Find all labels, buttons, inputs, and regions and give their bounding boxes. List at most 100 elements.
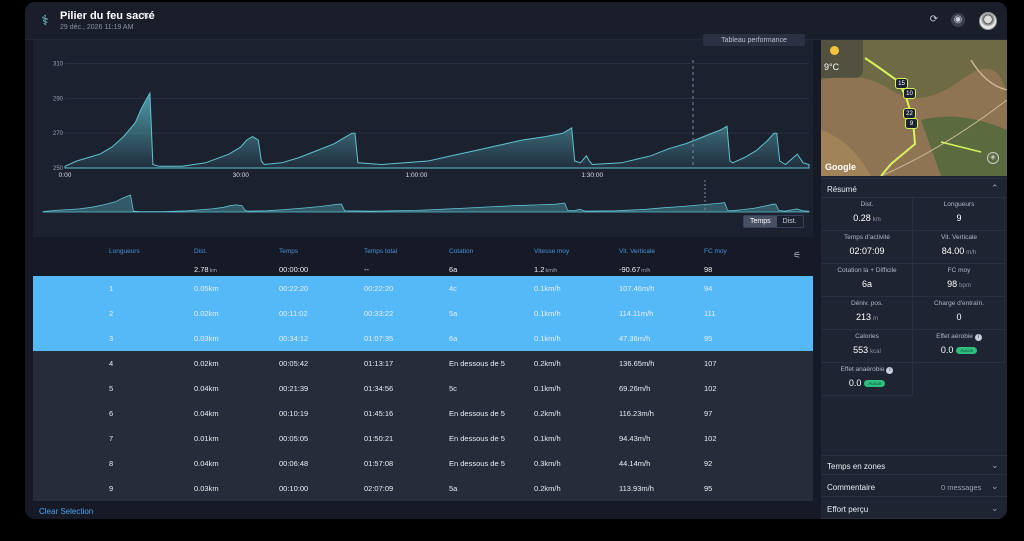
table-row[interactable]: 6 0.04km 00:10:19 01:45:16 En dessous de 5 0.… bbox=[33, 401, 813, 426]
overview-series-area bbox=[42, 194, 810, 213]
table-cell: En dessous de 5 bbox=[449, 409, 505, 418]
total-vertical-speed: -90.67m/h bbox=[619, 265, 651, 274]
col-header[interactable]: FC moy bbox=[704, 248, 727, 255]
table-cell: 5a bbox=[449, 309, 458, 318]
stat-label: Vit. Verticale bbox=[940, 234, 977, 241]
lap-marker[interactable]: 10 bbox=[903, 88, 916, 99]
table-cell: 00:06:48 bbox=[279, 459, 309, 468]
altitude-chart[interactable]: 310 290 270 250 0:00 30:00 1:00:00 1:30:00 bbox=[33, 40, 813, 237]
table-row[interactable]: 9 0.03km 00:10:00 02:07:09 5a 0.2km/h 113.93m/… bbox=[33, 476, 813, 501]
table-cell: 107 bbox=[704, 359, 717, 368]
info-icon[interactable]: i bbox=[974, 334, 982, 341]
table-cell: 00:21:39 bbox=[279, 384, 309, 393]
table-cell: 136.65m/h bbox=[619, 359, 655, 368]
table-row[interactable]: 8 0.04km 00:06:48 01:57:08 En dessous de 5 0.… bbox=[33, 451, 813, 476]
stat-tile: Temps d'activité 02:07:09 bbox=[821, 231, 913, 264]
table-cell: 97 bbox=[704, 409, 713, 418]
stat-label: Cotation la + Difficile bbox=[837, 267, 897, 274]
stat-tile: Calories 553 kcal bbox=[821, 330, 913, 363]
chevron-down-icon: ⌄ bbox=[991, 460, 999, 470]
top-bar: ⚕ Pilier du feu sacré ✎ 29 déc., 2026 11… bbox=[25, 2, 1007, 40]
table-row[interactable]: 3 0.03km 00:34:12 01:07:35 6a 0.1km/h 47.36m/h… bbox=[33, 326, 813, 351]
table-cell: 95 bbox=[704, 334, 713, 343]
table-cell: 0.02km bbox=[194, 309, 219, 318]
axis-toggle[interactable]: Temps Dist. bbox=[743, 215, 804, 228]
col-header[interactable]: Dist. bbox=[194, 248, 207, 255]
section-perceived-effort[interactable]: Effort perçu ⌄ bbox=[821, 499, 1007, 519]
layers-icon[interactable]: ◈ bbox=[987, 152, 999, 164]
table-row[interactable]: 4 0.02km 00:05:42 01:13:17 En dessous de 5 0.… bbox=[33, 351, 813, 376]
table-header: Longueurs Dist. Temps Temps total Cotati… bbox=[33, 242, 813, 260]
col-header[interactable]: Temps total bbox=[364, 248, 398, 255]
table-cell: 113.93m/h bbox=[619, 484, 654, 493]
table-cell: 4c bbox=[449, 284, 457, 293]
table-cell: 47.36m/h bbox=[619, 334, 651, 343]
table-cell: 0.05km bbox=[194, 284, 219, 293]
table-row[interactable]: 5 0.04km 00:21:39 01:34:56 5c 0.1km/h 69.26m/h… bbox=[33, 376, 813, 401]
toggle-time[interactable]: Temps bbox=[744, 216, 777, 227]
section-comment[interactable]: Commentaire 0 messages ⌄ bbox=[821, 477, 1007, 497]
col-header[interactable]: Temps bbox=[279, 248, 299, 255]
summary-header[interactable]: Résumé ⌃ bbox=[821, 178, 1007, 198]
y-tick-label: 290 bbox=[53, 96, 64, 102]
table-cell: 6 bbox=[109, 409, 114, 418]
total-total-time: -- bbox=[364, 265, 369, 274]
total-dist: 2.78km bbox=[194, 265, 217, 274]
table-cell: 3 bbox=[109, 334, 114, 343]
x-tick-label: 0:00 bbox=[59, 172, 72, 179]
table-row[interactable]: 1 0.05km 00:22:20 00:22:20 4c 0.1km/h 107.46m/… bbox=[33, 276, 813, 301]
table-row[interactable]: 2 0.02km 00:11:02 00:33:22 5a 0.1km/h 114.11m/… bbox=[33, 301, 813, 326]
route-map[interactable]: 9°C 15 10 22 9 Google ◈ bbox=[821, 40, 1007, 176]
effect-badge: Aucun bbox=[956, 347, 978, 355]
total-speed: 1.2km/h bbox=[534, 265, 558, 274]
stat-tile: Vit. Verticale 84.00 m/h bbox=[913, 231, 1005, 264]
avatar[interactable] bbox=[979, 12, 997, 30]
watch-icon[interactable]: ◉ bbox=[951, 13, 965, 27]
table-cell: 0.1km/h bbox=[534, 434, 561, 443]
stat-tile: Longueurs 9 bbox=[913, 198, 1005, 231]
table-cell: 102 bbox=[704, 384, 717, 393]
stat-value: 553 kcal bbox=[853, 345, 881, 355]
table-cell: 5a bbox=[449, 484, 458, 493]
lap-marker[interactable]: 15 bbox=[895, 78, 908, 89]
lap-marker[interactable]: 9 bbox=[905, 118, 918, 129]
performance-table-button[interactable]: Tableau performance bbox=[703, 34, 805, 46]
col-header[interactable]: Vitesse moy bbox=[534, 248, 570, 255]
table-cell: 44.14m/h bbox=[619, 459, 651, 468]
stat-value: 98 bpm bbox=[947, 279, 971, 289]
column-settings-icon[interactable]: ⚟ bbox=[793, 250, 802, 260]
table-cell: 6a bbox=[449, 334, 458, 343]
clear-selection-link[interactable]: Clear Selection bbox=[39, 507, 94, 516]
stat-label: Dist. bbox=[860, 201, 874, 208]
col-header[interactable]: Vit. Verticale bbox=[619, 248, 656, 255]
col-header[interactable]: Longueurs bbox=[109, 248, 140, 255]
stat-tile: FC moy 98 bpm bbox=[913, 264, 1005, 297]
section-time-in-zones[interactable]: Temps en zones ⌄ bbox=[821, 455, 1007, 475]
stat-value: 0 bbox=[956, 312, 962, 322]
stat-value: 84.00 m/h bbox=[941, 246, 977, 256]
sync-icon[interactable]: ⟳ bbox=[929, 14, 939, 25]
table-cell: 7 bbox=[109, 434, 114, 443]
effect-badge: Aucun bbox=[864, 380, 886, 388]
table-row[interactable]: 7 0.01km 00:05:05 01:50:21 En dessous de 5 0.… bbox=[33, 426, 813, 451]
section-label: Commentaire bbox=[827, 483, 876, 492]
table-cell: 00:33:22 bbox=[364, 309, 394, 318]
table-cell: 0.1km/h bbox=[534, 309, 561, 318]
stat-label: Temps d'activité bbox=[843, 234, 891, 241]
table-cell: 0.2km/h bbox=[534, 359, 561, 368]
stat-label: FC moy bbox=[947, 267, 971, 274]
info-icon[interactable]: i bbox=[886, 367, 894, 374]
y-tick-label: 270 bbox=[53, 131, 64, 137]
table-cell: En dessous de 5 bbox=[449, 434, 505, 443]
stat-label: Déniv. pos. bbox=[850, 300, 884, 307]
main-content: Tableau performance 310 290 270 250 0:00 30:… bbox=[33, 34, 813, 519]
stat-tile: Dist. 0.28 km bbox=[821, 198, 913, 231]
table-cell: 0.04km bbox=[194, 384, 219, 393]
stat-value: 213 m bbox=[855, 312, 879, 322]
stat-tile: Charge d'entraîn. 0 bbox=[913, 297, 1005, 330]
stat-label: Longueurs bbox=[943, 201, 975, 208]
toggle-dist[interactable]: Dist. bbox=[782, 218, 797, 225]
edit-pencil-icon[interactable]: ✎ bbox=[142, 11, 150, 21]
table-cell: 0.03km bbox=[194, 484, 219, 493]
col-header[interactable]: Cotation bbox=[449, 248, 474, 255]
